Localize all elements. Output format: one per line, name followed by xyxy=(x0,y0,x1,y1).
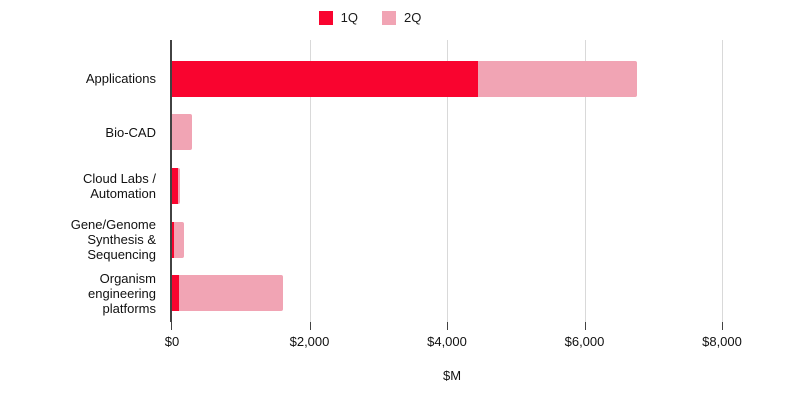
category-label: Bio-CAD xyxy=(105,124,156,140)
bar-segment-2q xyxy=(177,167,181,204)
x-axis-tick-label: $6,000 xyxy=(564,334,605,349)
x-axis-tick xyxy=(722,322,723,330)
x-axis-tick-label: $2,000 xyxy=(289,334,330,349)
category-label-row: Bio-CAD xyxy=(0,106,164,160)
bars-container xyxy=(172,52,732,320)
category-label: Applications xyxy=(85,71,156,87)
bar-segment-2q xyxy=(178,275,283,312)
category-axis-labels: Applications Bio-CAD Cloud Labs / Automati… xyxy=(0,52,164,320)
bar-row xyxy=(172,159,732,213)
x-axis-tick-labels: $0 $2,000 $4,000 $6,000 $8,000 xyxy=(165,334,742,350)
legend-label-2q: 2Q xyxy=(404,10,422,25)
bar-row xyxy=(172,266,732,320)
legend-item-2q: 2Q xyxy=(382,11,421,25)
legend-swatch-1q-icon xyxy=(318,11,333,25)
legend-swatch-2q-icon xyxy=(382,11,396,25)
bar-row xyxy=(172,52,732,106)
category-label-row: Organism engineering platforms xyxy=(0,266,164,320)
gridline xyxy=(447,40,448,322)
chart-legend: 1Q 2Q xyxy=(0,11,740,25)
gridline xyxy=(722,40,723,322)
legend-label-1q: 1Q xyxy=(340,10,358,25)
bar-stack xyxy=(172,60,637,97)
category-label: Cloud Labs / Automation xyxy=(83,170,156,201)
category-label: Gene/Genome Synthesis & Sequencing xyxy=(70,217,156,263)
x-axis-title: $M xyxy=(442,368,462,383)
x-axis-tick xyxy=(171,322,172,330)
bar-stack xyxy=(172,167,181,204)
x-axis-tick xyxy=(447,322,448,330)
bar-row xyxy=(172,106,732,160)
x-axis-tick-label: $4,000 xyxy=(427,334,467,349)
bar-stack xyxy=(172,275,283,312)
gridline xyxy=(584,40,586,322)
bar-segment-1q xyxy=(172,221,175,258)
x-axis-tick xyxy=(584,322,586,330)
legend-item-1q: 1Q xyxy=(318,10,358,25)
x-axis-tick-label: $8,000 xyxy=(702,334,742,349)
bar-segment-1q xyxy=(172,167,178,204)
category-label: Organism engineering platforms xyxy=(88,270,156,316)
bar-segment-1q xyxy=(172,275,179,312)
bar-row xyxy=(172,213,732,267)
bar-stack xyxy=(172,221,184,258)
bar-segment-2q xyxy=(174,221,184,258)
x-axis-tick xyxy=(309,322,311,330)
plot-area xyxy=(170,40,732,330)
category-label-row: Applications xyxy=(0,52,164,106)
bar-segment-2q xyxy=(477,60,637,97)
bar-stack xyxy=(172,114,192,151)
gridline xyxy=(309,40,311,322)
x-axis-tick-label: $0 xyxy=(164,334,180,349)
bar-segment-2q xyxy=(172,114,192,151)
bar-segment-1q xyxy=(172,60,478,97)
y-axis-line xyxy=(170,40,172,322)
category-label-row: Cloud Labs / Automation xyxy=(0,159,164,213)
category-label-row: Gene/Genome Synthesis & Sequencing xyxy=(0,213,164,267)
